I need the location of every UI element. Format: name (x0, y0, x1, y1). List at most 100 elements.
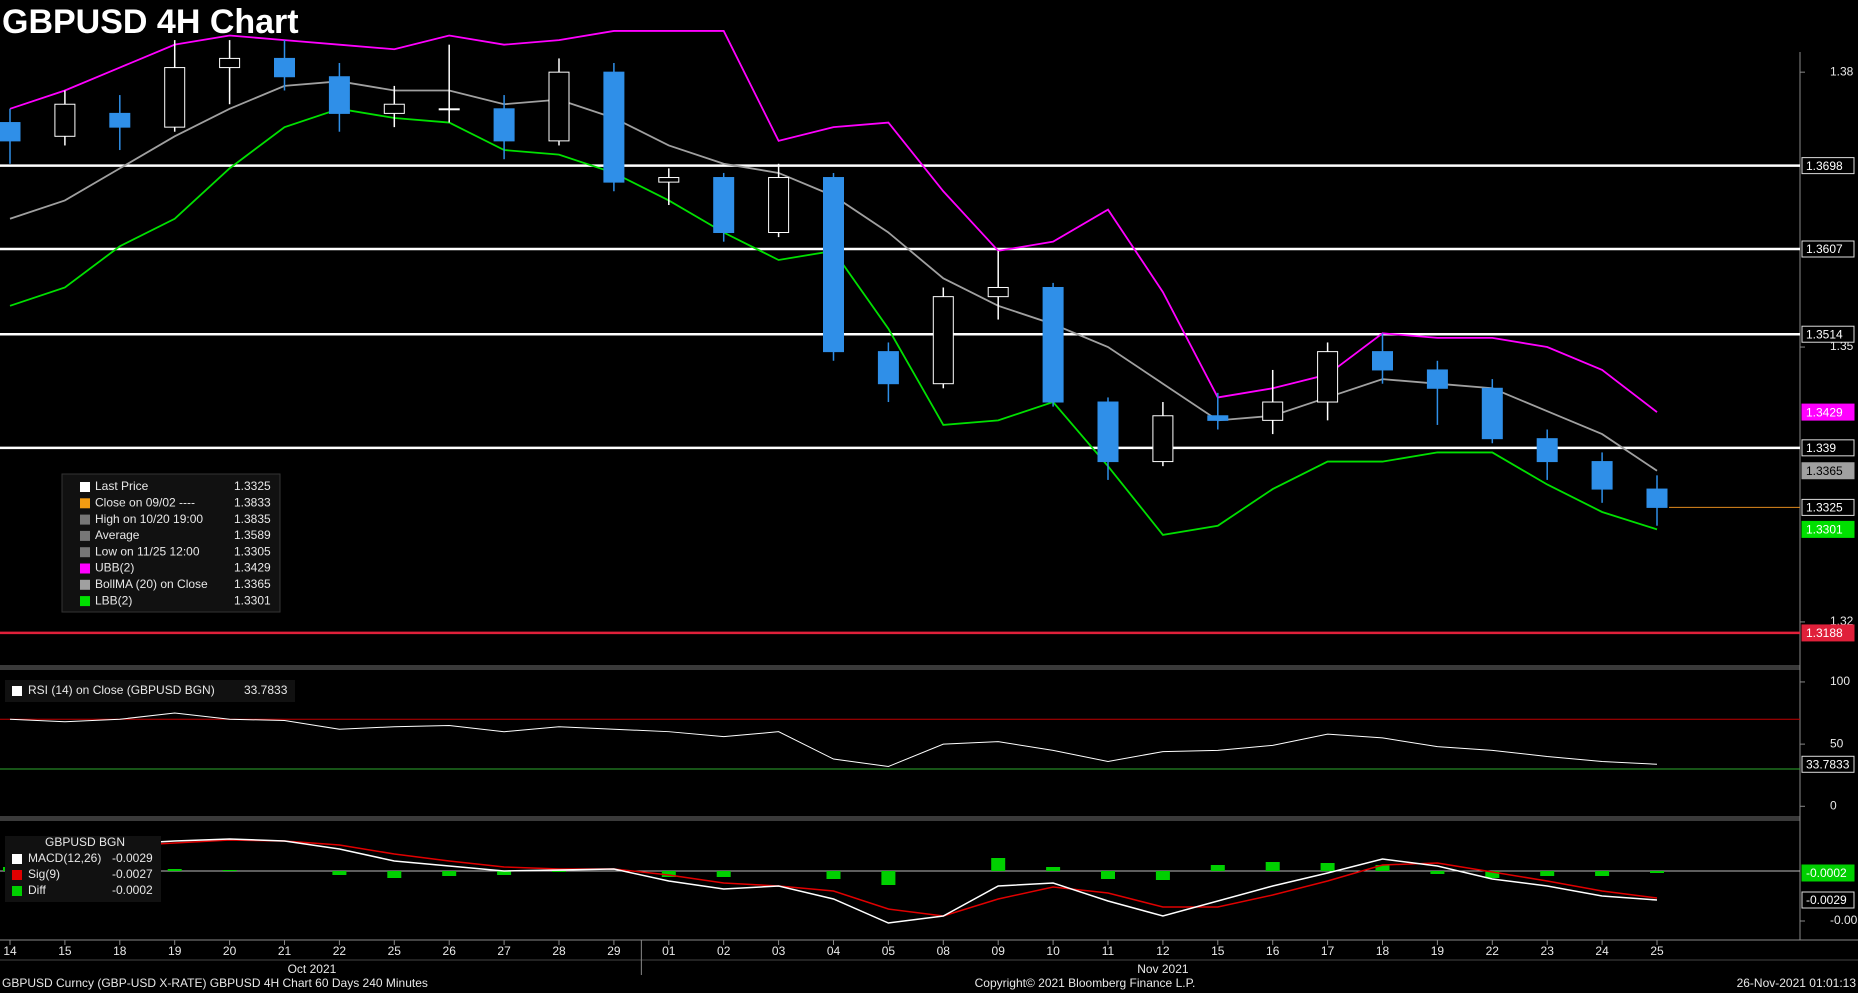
candle-body (0, 122, 21, 142)
value-tag-label: 1.3514 (1806, 327, 1843, 341)
x-tick-label: 26 (443, 944, 457, 958)
value-tag-label: 1.3325 (1806, 501, 1843, 515)
legend-value: 1.3833 (234, 495, 271, 509)
legend-marker (80, 482, 90, 492)
diff-bar (1485, 871, 1500, 878)
x-tick-label: 12 (1156, 944, 1170, 958)
x-tick-label: 23 (1541, 944, 1555, 958)
candle-body (493, 108, 515, 142)
x-tick-label: 20 (223, 944, 237, 958)
x-tick-label: 02 (717, 944, 731, 958)
x-tick-label: 29 (607, 944, 621, 958)
candle-body (603, 71, 625, 183)
diff-bar (991, 858, 1006, 871)
legend-label: BollMA (20) on Close (95, 577, 208, 591)
candle-body (1591, 461, 1613, 490)
diff-bar (1430, 871, 1445, 874)
y-tick-label: 1.38 (1830, 64, 1854, 78)
legend-label: MACD(12,26) (28, 851, 101, 865)
candle-body (877, 351, 899, 385)
legend-value: 1.3429 (234, 561, 271, 575)
value-tag (1801, 157, 1855, 175)
legend-label: Low on 11/25 12:00 (95, 544, 200, 558)
legend-box (61, 473, 281, 613)
diff-bar (497, 871, 512, 875)
rsi-line (9, 712, 1658, 768)
chart-title: GBPUSD 4H Chart (2, 3, 299, 41)
candle-body (768, 177, 790, 234)
x-tick-label: 03 (772, 944, 786, 958)
diff-bar (442, 871, 457, 876)
legend-marker (80, 547, 90, 558)
diff-bar (1265, 862, 1280, 871)
x-tick-label: 10 (1046, 944, 1060, 958)
legend-value: -0.0002 (112, 883, 153, 897)
x-tick-label: 04 (827, 944, 841, 958)
legend-marker (80, 596, 90, 607)
x-tick-label: 27 (497, 944, 511, 958)
legend-marker (12, 886, 22, 896)
pane-separator (0, 665, 1800, 670)
diff-bar (1320, 863, 1335, 871)
x-tick-label: 08 (937, 944, 951, 958)
legend-label: Average (95, 528, 140, 542)
legend-marker (80, 498, 90, 509)
y-tick-label: -0.005 (1830, 913, 1858, 927)
legend-value: -0.0027 (112, 867, 153, 881)
value-tag-label: 1.3188 (1806, 626, 1843, 640)
indicator-box (5, 680, 295, 702)
y-tick-label: 0 (1830, 798, 1837, 812)
diff-bar (1101, 871, 1115, 879)
x-tick-label: 17 (1321, 944, 1335, 958)
candle-body (274, 57, 295, 78)
diff-bar (1155, 871, 1170, 880)
legend-value: 1.3835 (234, 512, 271, 526)
candle-body (1426, 369, 1448, 389)
candle-body (164, 67, 186, 128)
value-tag (1801, 520, 1855, 538)
legend-label: High on 10/20 19:00 (95, 512, 203, 526)
x-tick-label: 14 (3, 944, 17, 958)
candle-body (987, 286, 1009, 298)
diff-bar (222, 870, 237, 871)
x-tick-label: 11 (1102, 944, 1115, 958)
indicator-label: RSI (14) on Close (GBPUSD BGN) (28, 683, 215, 697)
diff-bar (1650, 871, 1664, 873)
x-tick-label: 22 (1486, 944, 1500, 958)
candle-body (1481, 387, 1503, 440)
x-tick-label: 05 (882, 944, 896, 958)
y-tick-label: 50 (1830, 736, 1844, 750)
value-tag-label: -0.0002 (1806, 866, 1847, 880)
legend-marker (80, 514, 90, 525)
value-tag-label: 1.3607 (1806, 242, 1843, 256)
legend-title: GBPUSD BGN (45, 835, 125, 849)
legend-label: LBB(2) (95, 593, 132, 607)
candle-body (1262, 401, 1284, 421)
value-tag-label: 33.7833 (1806, 757, 1850, 771)
candle-body (1207, 415, 1229, 421)
legend-label: Last Price (95, 479, 149, 493)
month-label: Nov 2021 (1137, 962, 1189, 976)
candle-body (1646, 488, 1668, 508)
macd-line (9, 838, 1658, 924)
x-tick-label: 19 (1431, 944, 1445, 958)
legend-marker (80, 579, 90, 590)
candle-body (548, 71, 570, 142)
candle-body (1097, 401, 1119, 463)
candle-body (54, 103, 76, 137)
diff-bar (881, 871, 896, 885)
x-tick-label: 01 (662, 944, 676, 958)
candle-body (219, 57, 241, 69)
candle-body (328, 76, 350, 114)
x-tick-label: 24 (1595, 944, 1609, 958)
candle-body (109, 112, 131, 128)
candle-body (1042, 286, 1064, 403)
value-tag-label: 1.3698 (1806, 159, 1843, 173)
diff-bar (826, 871, 841, 879)
legend-label: Diff (28, 883, 46, 897)
diff-bar (332, 871, 347, 875)
value-tag-label: 1.3301 (1806, 523, 1843, 537)
y-tick-label: 100 (1830, 674, 1850, 688)
diff-bar (716, 871, 731, 877)
diff-bar (1375, 865, 1390, 871)
